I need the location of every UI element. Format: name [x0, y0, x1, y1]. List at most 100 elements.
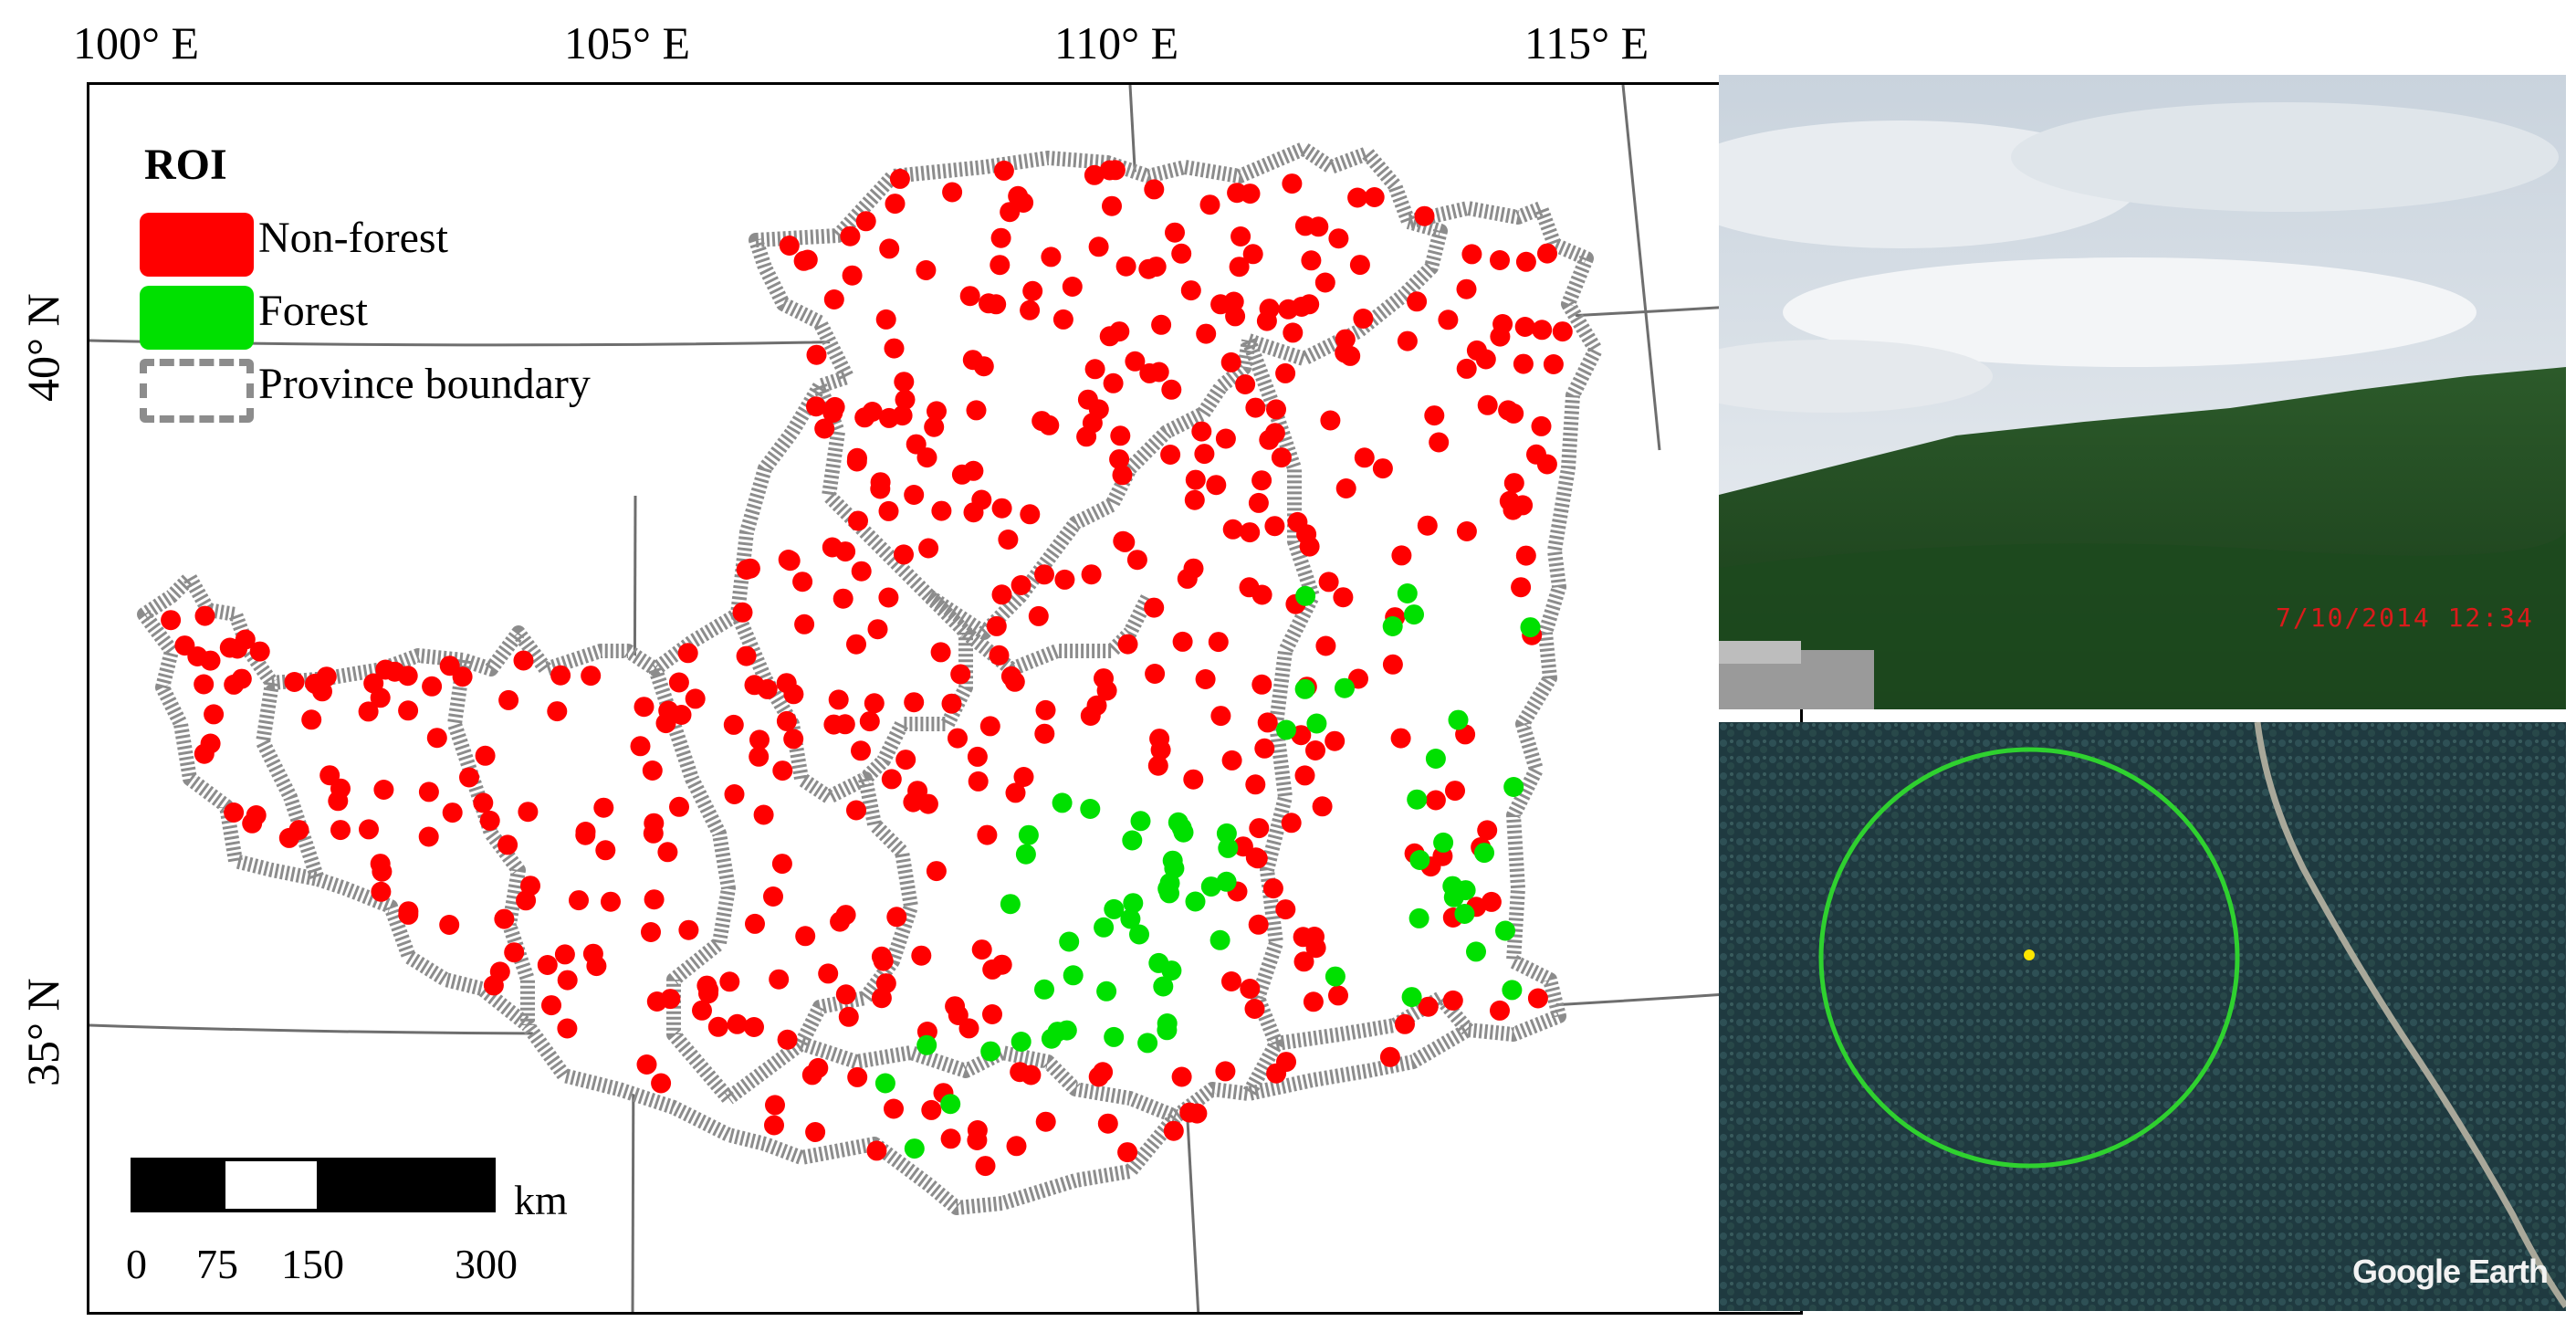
non-forest-sample-point — [763, 886, 783, 907]
non-forest-sample-point — [1294, 765, 1315, 786]
non-forest-sample-point — [719, 971, 740, 992]
non-forest-sample-point — [224, 802, 245, 823]
non-forest-sample-point — [1532, 320, 1553, 341]
lon-label-100: 100° E — [73, 17, 200, 68]
map-frame: ROI Non-forest Forest Province boundary … — [87, 82, 1803, 1315]
non-forest-sample-point — [963, 460, 984, 481]
non-forest-points — [161, 160, 1573, 1177]
forest-sample-point — [1218, 837, 1239, 858]
forest-sample-point — [1185, 891, 1206, 912]
field-photo-image — [1719, 75, 2566, 709]
non-forest-sample-point — [727, 1013, 748, 1034]
non-forest-sample-point — [847, 1066, 868, 1087]
non-forest-sample-point — [894, 372, 915, 393]
non-forest-sample-point — [358, 701, 379, 722]
scale-tick-0: 0 — [126, 1241, 147, 1287]
non-forest-sample-point — [824, 396, 845, 417]
forest-sample-point — [1130, 811, 1151, 832]
boundary-gansu-east — [799, 1036, 1178, 1124]
non-forest-sample-point — [1221, 750, 1242, 771]
non-forest-sample-point — [442, 802, 463, 823]
non-forest-sample-point — [904, 485, 925, 505]
non-forest-sample-point — [569, 890, 589, 911]
forest-sample-point — [1276, 719, 1296, 740]
non-forest-sample-point — [1527, 988, 1548, 1009]
non-forest-sample-point — [1262, 878, 1283, 899]
non-forest-sample-point — [1537, 243, 1557, 264]
non-forest-sample-point — [945, 996, 966, 1017]
non-forest-sample-point — [677, 643, 698, 664]
non-forest-sample-point — [878, 500, 899, 521]
dirt-road — [2254, 722, 2566, 1309]
non-forest-sample-point — [776, 710, 797, 731]
non-forest-sample-point — [834, 714, 855, 735]
non-forest-sample-point — [200, 733, 221, 754]
non-forest-sample-point — [1333, 587, 1354, 608]
non-forest-sample-point — [1293, 927, 1314, 948]
non-forest-sample-point — [1000, 666, 1021, 687]
non-forest-sample-point — [1171, 243, 1192, 264]
non-forest-sample-point — [1221, 971, 1241, 991]
non-forest-sample-point — [330, 778, 351, 799]
non-forest-sample-point — [641, 922, 661, 942]
forest-sample-point — [1454, 904, 1475, 924]
non-forest-sample-point — [557, 970, 578, 991]
non-forest-sample-point — [651, 1073, 672, 1094]
forest-sample-point — [1503, 777, 1524, 797]
non-forest-sample-point — [1177, 568, 1198, 589]
boundary-ningxia — [724, 611, 918, 1105]
non-forest-sample-point — [1256, 310, 1277, 331]
non-forest-sample-point — [249, 641, 270, 662]
non-forest-sample-point — [644, 889, 665, 910]
boundary-shanxi-north — [1246, 215, 1448, 366]
non-forest-sample-point — [1257, 712, 1278, 733]
non-forest-sample-point — [795, 926, 816, 947]
non-forest-sample-point — [840, 225, 861, 246]
forest-sample-point — [1466, 941, 1486, 962]
non-forest-sample-point — [174, 635, 195, 656]
non-forest-sample-point — [1215, 428, 1236, 449]
non-forest-sample-point — [370, 854, 391, 875]
lat-label-35: 35° N — [17, 978, 68, 1086]
non-forest-sample-point — [855, 211, 876, 232]
non-forest-sample-point — [550, 665, 571, 686]
non-forest-sample-point — [1531, 415, 1552, 436]
non-forest-sample-point — [749, 746, 770, 767]
non-forest-sample-point — [1225, 306, 1246, 327]
non-forest-sample-point — [1206, 475, 1227, 496]
forest-sample-point — [904, 1138, 925, 1159]
non-forest-sample-point — [1299, 536, 1320, 557]
non-forest-sample-point — [1161, 379, 1182, 400]
non-forest-sample-point — [948, 728, 968, 749]
non-forest-sample-point — [1035, 1111, 1056, 1132]
google-earth-attribution: Google Earth — [2351, 1253, 2549, 1290]
non-forest-sample-point — [1325, 730, 1346, 751]
non-forest-sample-point — [1424, 405, 1445, 426]
non-forest-sample-point — [805, 1122, 826, 1142]
non-forest-sample-point — [835, 984, 856, 1005]
non-forest-sample-point — [1035, 699, 1056, 720]
non-forest-sample-point — [1314, 272, 1335, 293]
forest-sample-point — [1404, 604, 1424, 625]
non-forest-sample-point — [1052, 309, 1073, 330]
non-forest-sample-point — [979, 716, 1000, 737]
non-forest-sample-point — [418, 781, 439, 802]
non-forest-sample-point — [1318, 572, 1339, 593]
non-forest-sample-point — [642, 760, 663, 781]
non-forest-sample-point — [975, 1156, 996, 1177]
non-forest-sample-point — [940, 1128, 961, 1149]
non-forest-sample-point — [1230, 226, 1251, 246]
non-forest-sample-point — [1445, 781, 1465, 802]
forest-sample-point — [1015, 844, 1036, 865]
forest-sample-point — [1063, 965, 1084, 986]
non-forest-sample-point — [950, 664, 971, 685]
forest-sample-point — [1200, 876, 1221, 897]
non-forest-sample-point — [1515, 251, 1536, 272]
non-forest-sample-point — [1112, 465, 1133, 486]
non-forest-sample-point — [1320, 410, 1341, 431]
non-forest-sample-point — [1281, 813, 1302, 834]
non-forest-sample-point — [219, 637, 240, 658]
sample-point-marker — [2024, 949, 2035, 960]
non-forest-sample-point — [1240, 979, 1261, 999]
non-forest-sample-point — [1185, 469, 1206, 490]
